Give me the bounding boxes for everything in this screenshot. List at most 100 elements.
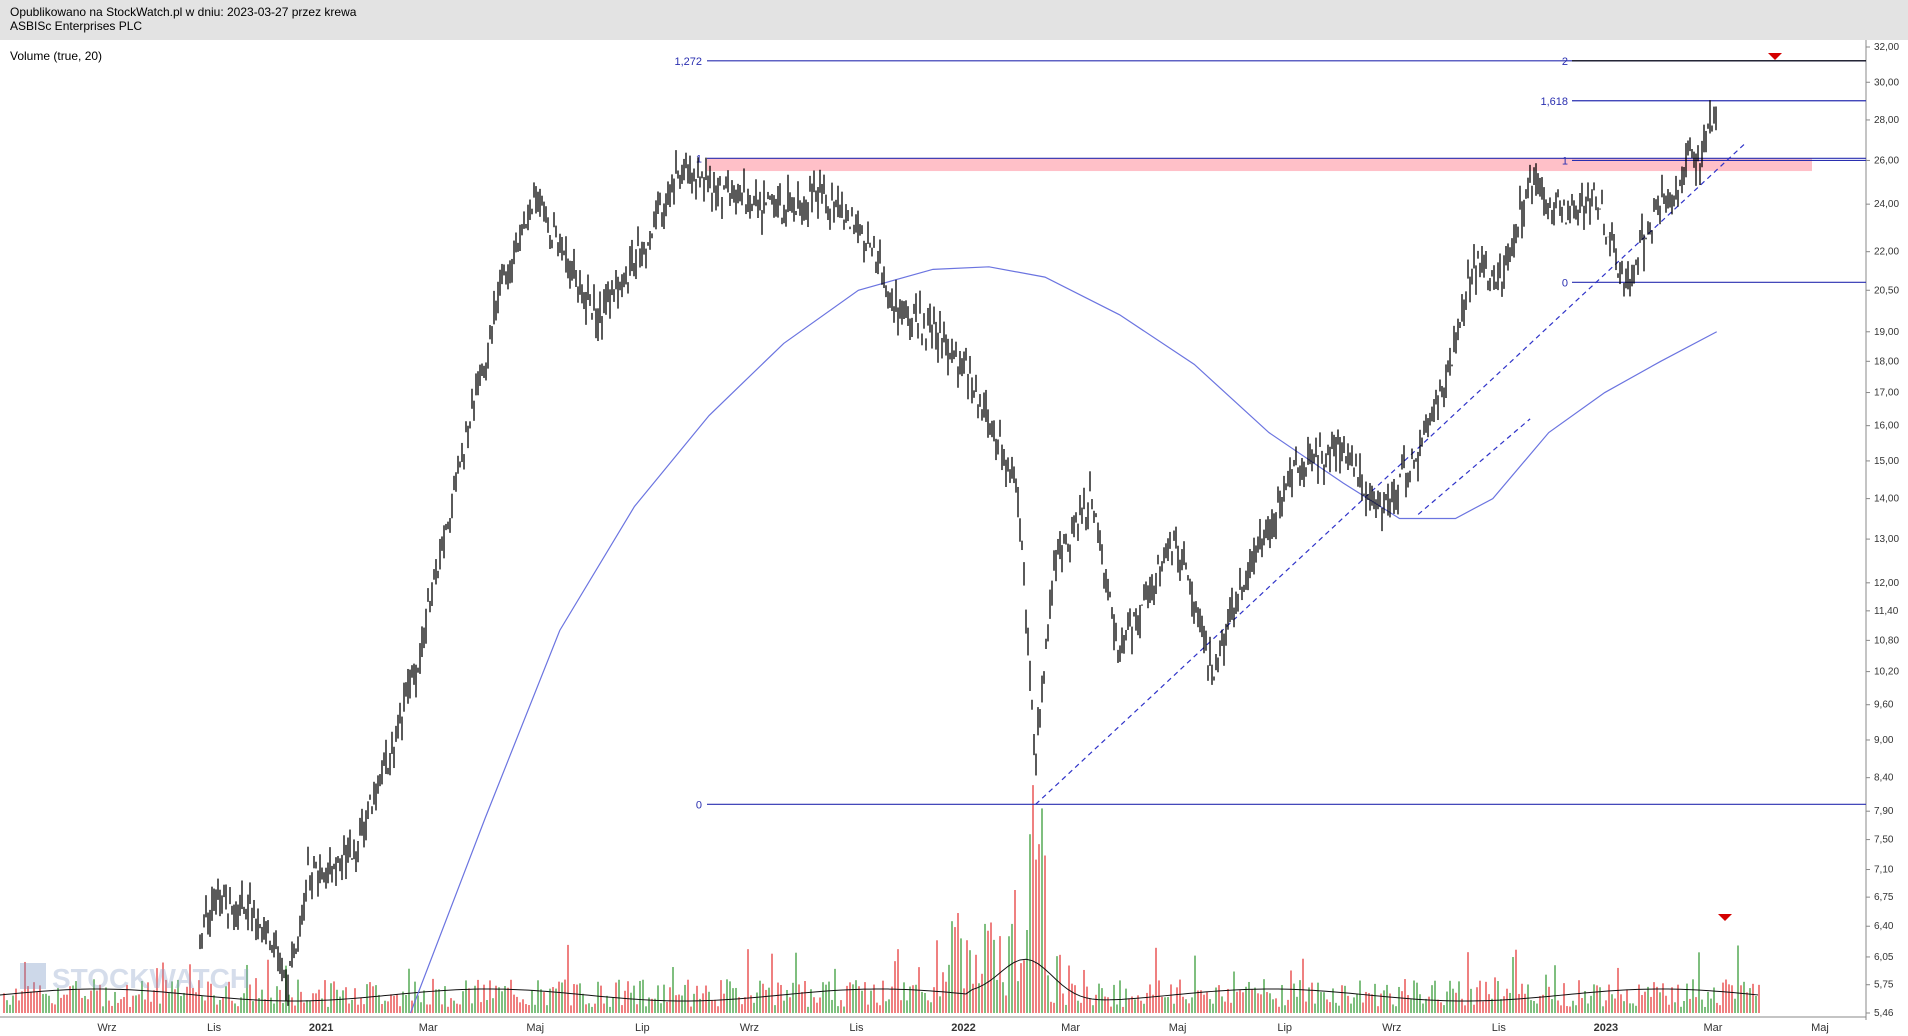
- volume-bar: [1536, 1003, 1538, 1013]
- volume-bar: [1044, 855, 1046, 1013]
- volume-bar: [426, 1004, 428, 1013]
- volume-bar: [1530, 1000, 1532, 1013]
- volume-bar: [315, 993, 317, 1013]
- volume-bar: [414, 981, 416, 1013]
- volume-bar: [330, 983, 332, 1013]
- volume-bar: [1683, 1000, 1685, 1013]
- volume-bar: [846, 985, 848, 1013]
- volume-bar: [813, 997, 815, 1013]
- volume-bar: [291, 997, 293, 1013]
- volume-bar: [1377, 1006, 1379, 1013]
- volume-bar: [549, 988, 551, 1013]
- volume-bar: [27, 986, 29, 1013]
- volume-bar: [1428, 996, 1430, 1013]
- watermark-text: STOCKWATCH: [52, 963, 250, 994]
- volume-bar: [105, 987, 107, 1013]
- volume-bar: [435, 989, 437, 1013]
- volume-bar: [879, 1005, 881, 1013]
- volume-bar: [432, 978, 434, 1013]
- volume-bar: [609, 1006, 611, 1013]
- volume-bar: [255, 978, 257, 1013]
- volume-bar: [1077, 1000, 1079, 1013]
- signal-marker-icon: [1718, 914, 1732, 921]
- volume-bar: [576, 984, 578, 1013]
- volume-bar: [1692, 979, 1694, 1013]
- volume-bar: [1458, 981, 1460, 1013]
- volume-bar: [1335, 1002, 1337, 1013]
- volume-bar: [1674, 1002, 1676, 1013]
- volume-bar: [306, 1000, 308, 1013]
- volume-bar: [339, 996, 341, 1013]
- volume-bar: [1743, 981, 1745, 1013]
- volume-bar: [948, 964, 950, 1013]
- volume-bar: [882, 980, 884, 1013]
- volume-bar: [990, 922, 992, 1013]
- volume-bar: [150, 1001, 152, 1013]
- volume-bar: [1608, 984, 1610, 1013]
- volume-bar: [849, 982, 851, 1013]
- volume-bar: [858, 986, 860, 1013]
- volume-bar: [342, 990, 344, 1013]
- volume-bar: [1632, 1003, 1634, 1013]
- volume-indicator-label: Volume (true, 20): [10, 49, 103, 63]
- volume-bar: [1311, 982, 1313, 1013]
- volume-bar: [927, 1000, 929, 1013]
- volume-bar: [573, 984, 575, 1013]
- volume-bar: [1086, 986, 1088, 1013]
- volume-bar: [258, 998, 260, 1013]
- volume-bar: [900, 1000, 902, 1013]
- volume-bar: [864, 982, 866, 1013]
- volume-bar: [264, 999, 266, 1013]
- volume-bar: [1269, 993, 1271, 1013]
- volume-bar: [888, 999, 890, 1013]
- volume-bar: [1392, 1004, 1394, 1013]
- volume-bar: [1665, 995, 1667, 1013]
- volume-bar: [636, 1004, 638, 1013]
- volume-bar: [999, 936, 1001, 1013]
- volume-bar: [372, 986, 374, 1013]
- volume-bar: [1563, 983, 1565, 1013]
- volume-bar: [366, 984, 368, 1013]
- volume-bar: [765, 989, 767, 1013]
- volume-bar: [132, 995, 134, 1013]
- volume-bar: [870, 990, 872, 1013]
- volume-bar: [48, 995, 50, 1013]
- y-tick-label: 11,40: [1874, 606, 1899, 617]
- volume-bar: [690, 1006, 692, 1013]
- y-tick-label: 22,00: [1874, 247, 1899, 258]
- volume-bar: [1155, 947, 1157, 1013]
- volume-bar: [525, 1004, 527, 1013]
- volume-bar: [1200, 990, 1202, 1013]
- volume-bar: [594, 1003, 596, 1013]
- volume-bar: [1236, 991, 1238, 1013]
- volume-bar: [1569, 1006, 1571, 1013]
- volume-bar: [1758, 984, 1760, 1013]
- volume-bar: [1509, 992, 1511, 1013]
- volume-bar: [1713, 987, 1715, 1013]
- volume-bar: [843, 1006, 845, 1013]
- volume-bar: [177, 979, 179, 1013]
- volume-bar: [129, 1006, 131, 1013]
- volume-bar: [555, 988, 557, 1013]
- volume-bar: [687, 979, 689, 1013]
- volume-bar: [1539, 996, 1541, 1013]
- y-tick-label: 26,00: [1874, 155, 1899, 166]
- volume-bar: [1197, 990, 1199, 1013]
- volume-bar: [270, 997, 272, 1013]
- volume-bar: [1359, 980, 1361, 1013]
- volume-bar: [1341, 985, 1343, 1013]
- volume-bar: [975, 954, 977, 1013]
- volume-bar: [12, 995, 14, 1013]
- volume-bar: [261, 989, 263, 1013]
- volume-bar: [243, 993, 245, 1013]
- volume-bar: [216, 1004, 218, 1013]
- y-tick-label: 6,75: [1874, 892, 1894, 903]
- volume-bar: [711, 1000, 713, 1013]
- volume-bar: [657, 985, 659, 1013]
- y-tick-label: 13,00: [1874, 534, 1899, 545]
- volume-bar: [120, 999, 122, 1013]
- volume-bar: [1566, 1006, 1568, 1013]
- volume-bar: [1512, 957, 1514, 1013]
- volume-bar: [972, 983, 974, 1013]
- volume-bar: [1122, 1006, 1124, 1013]
